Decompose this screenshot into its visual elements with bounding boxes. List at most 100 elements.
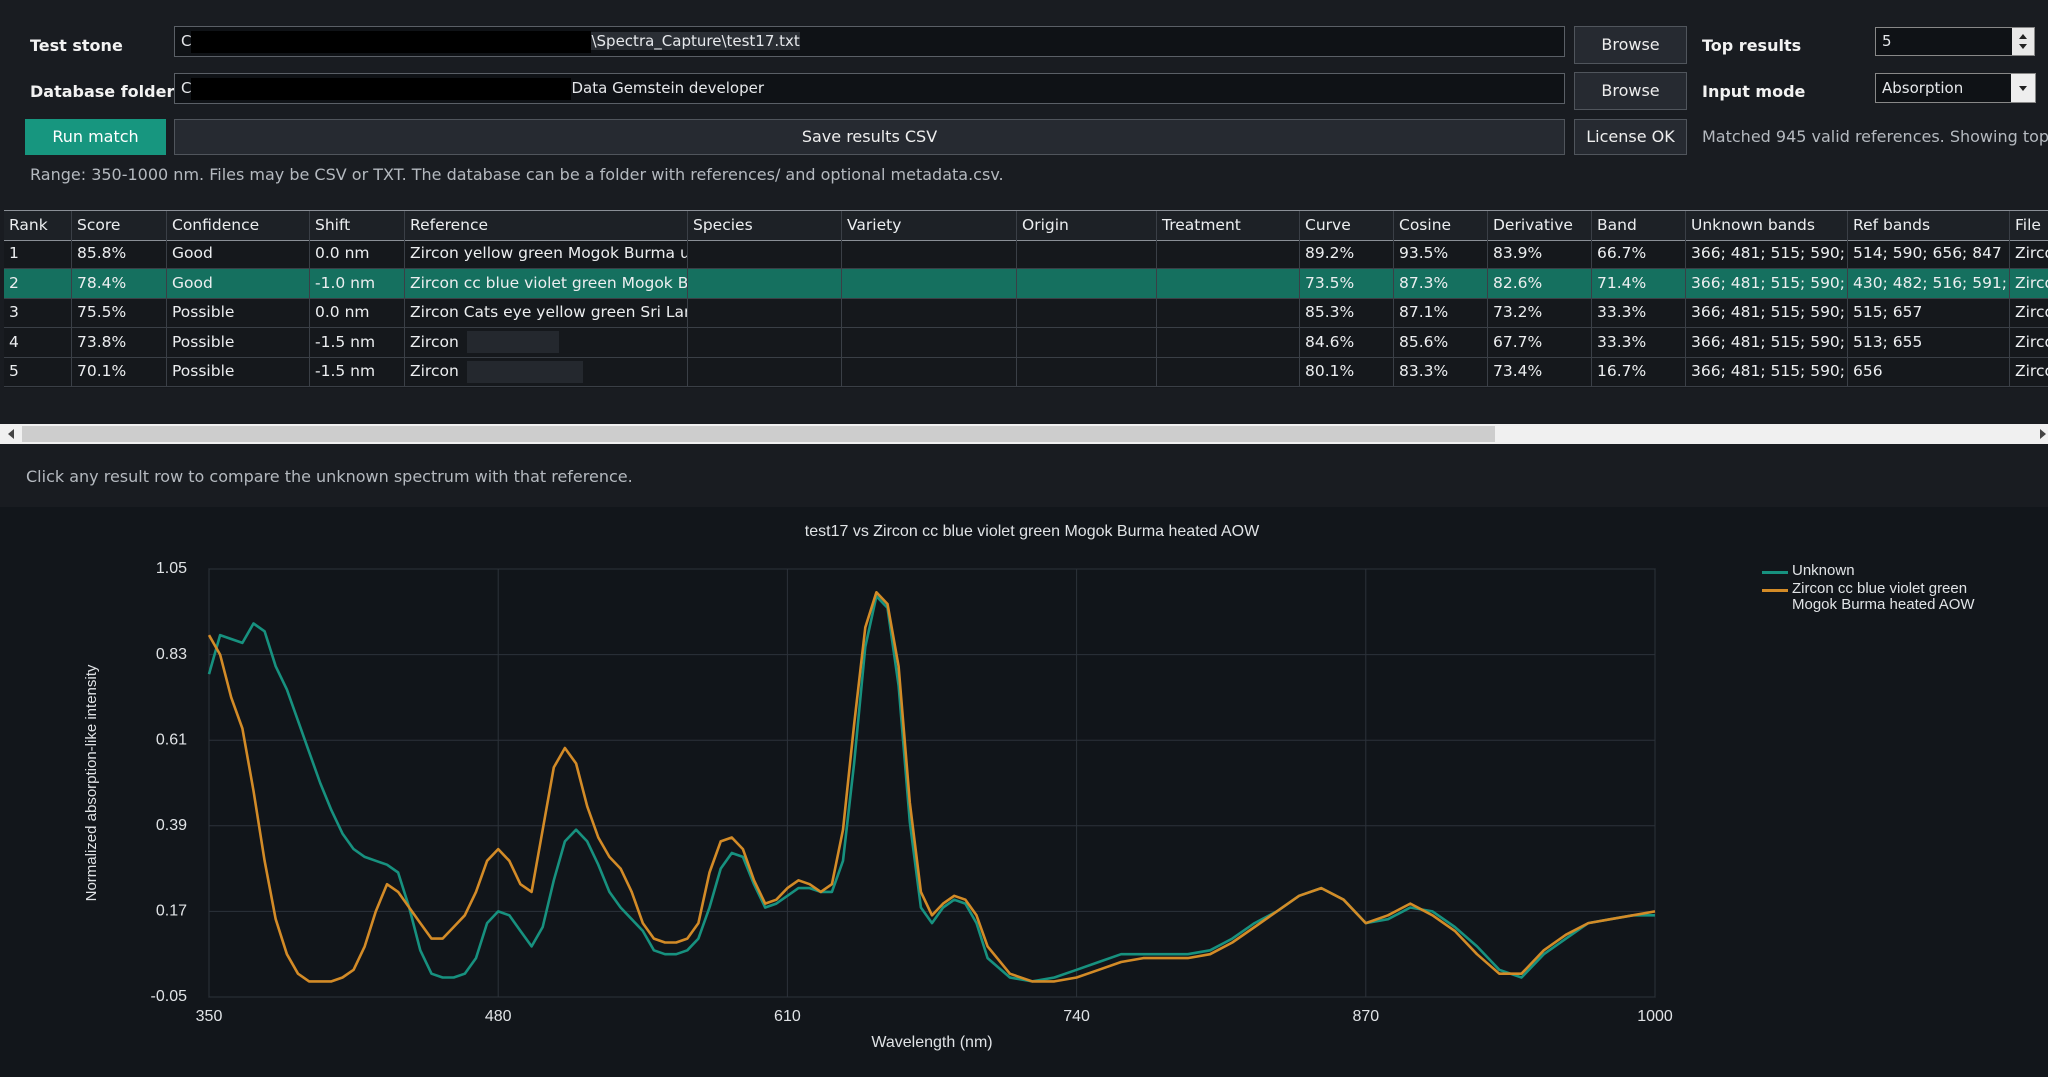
table-cell: 73.8% [72, 327, 167, 357]
table-cell: 85.6% [1394, 327, 1488, 357]
table-cell [688, 327, 842, 357]
table-cell: Zircon [405, 327, 688, 357]
table-cell: 73.2% [1488, 298, 1592, 328]
column-header: Rank [4, 211, 72, 240]
table-cell: 4 [4, 327, 72, 357]
table-cell: Zircon yellow green Mogok Burma u... [405, 239, 688, 268]
x-axis-label: Wavelength (nm) [871, 1034, 992, 1051]
table-cell: 83.9% [1488, 239, 1592, 268]
table-cell: 366; 481; 515; 590; 6... [1686, 357, 1848, 387]
table-cell: Good [167, 239, 310, 268]
spectrum-line [207, 591, 1656, 983]
table-cell [688, 268, 842, 298]
table-cell: 16.7% [1592, 357, 1686, 387]
legend-item: Zircon cc blue violet green Mogok Burma … [1760, 581, 2000, 613]
table-cell: Possible [167, 298, 310, 328]
label: Input mode [1702, 82, 1806, 101]
table-cell [1017, 298, 1157, 328]
table-cell: Zirco [2010, 298, 2048, 327]
table-cell [688, 357, 842, 387]
result-row[interactable]: 3 75.5% Possible 0.0 nm Zircon Cats eye yell… [4, 298, 2048, 329]
column-header: File [2010, 211, 2048, 240]
table-cell: -1.0 nm [310, 268, 405, 298]
x-tick-label: 870 [1352, 1008, 1379, 1025]
table-cell: Zirco [2010, 357, 2048, 386]
table-cell: 80.1% [1300, 357, 1394, 387]
x-tick-label: 740 [1063, 1008, 1090, 1025]
redaction [191, 30, 592, 53]
column-header: Cosine [1394, 211, 1488, 240]
table-cell: Good [167, 268, 310, 298]
save-csv-button[interactable]: Save results CSV [174, 119, 1565, 155]
legend-label: Zircon cc blue violet green Mogok Burma … [1792, 580, 1975, 613]
table-cell: 2 [4, 268, 72, 298]
browse-button[interactable]: Browse [1574, 72, 1687, 110]
plot-area [208, 568, 1656, 998]
table-cell: Zircon Cats eye yellow green Sri Lan... [405, 298, 688, 328]
result-row[interactable]: 5 70.1% Possible -1.5 nm Zircon 80.1% 83.3% 73.… [4, 357, 2048, 388]
legend-swatch [1762, 589, 1788, 592]
column-header: Ref bands [1848, 211, 2010, 240]
table-cell: Zirco [2010, 269, 2048, 298]
table-cell [1157, 357, 1300, 387]
h-scrollbar[interactable] [0, 424, 2048, 444]
legend-label: Unknown [1792, 562, 1855, 579]
column-header: Score [72, 211, 167, 240]
path-input[interactable]: C \Spectra_Capture\test17.txt [174, 26, 1565, 57]
label: Database folder [30, 82, 175, 101]
result-row[interactable]: 4 73.8% Possible -1.5 nm Zircon 84.6% 85.6% 67.… [4, 327, 2048, 358]
header-row: Rank Score Confidence Shift Reference Species… [4, 210, 2048, 241]
table-cell: Zirco [2010, 239, 2048, 268]
column-header: Derivative [1488, 211, 1592, 240]
table-cell: -1.5 nm [310, 357, 405, 387]
table-cell: 82.6% [1488, 268, 1592, 298]
column-header: Curve [1300, 211, 1394, 240]
table-cell: Zircon [405, 357, 688, 387]
table-cell: 89.2% [1300, 239, 1394, 268]
table-cell [1157, 268, 1300, 298]
table-cell: 0.0 nm [310, 239, 405, 268]
browse-button[interactable]: Browse [1574, 26, 1687, 64]
path-input[interactable]: C Data Gemstein developer [174, 73, 1565, 104]
path-text: C [181, 79, 192, 97]
column-header: Reference [405, 211, 688, 240]
path-text: \Spectra_Capture\test17.txt [591, 32, 800, 50]
y-tick-label: 0.17 [156, 903, 187, 920]
table-cell [1017, 357, 1157, 387]
table-cell: 366; 481; 515; 590; 6... [1686, 239, 1848, 268]
y-tick-label: 0.39 [156, 817, 187, 834]
x-tick-label: 480 [485, 1008, 512, 1025]
y-tick-label: -0.05 [151, 988, 188, 1005]
legend-item: Unknown [1760, 563, 2000, 579]
table-cell: Possible [167, 327, 310, 357]
legend-swatch [1762, 571, 1788, 574]
table-cell: 366; 481; 515; 590; 6... [1686, 298, 1848, 328]
redaction [466, 331, 559, 354]
spin-arrows[interactable] [2012, 28, 2034, 55]
table-cell: 93.5% [1394, 239, 1488, 268]
table-cell [842, 239, 1017, 268]
table-cell: 85.8% [72, 239, 167, 268]
x-tick-label: 350 [196, 1008, 223, 1025]
table-cell [1017, 268, 1157, 298]
table-cell [842, 327, 1017, 357]
table-cell: 73.4% [1488, 357, 1592, 387]
table-cell [1157, 298, 1300, 328]
table-cell: 87.3% [1394, 268, 1488, 298]
license-button[interactable]: License OK [1574, 119, 1687, 155]
table-cell: 71.4% [1592, 268, 1686, 298]
spin-value: 5 [1882, 32, 1892, 50]
spin-box[interactable]: 5 [1875, 27, 2035, 56]
column-header: Species [688, 211, 842, 240]
dropdown-arrow[interactable] [2011, 74, 2035, 102]
column-header: Shift [310, 211, 405, 240]
table-cell: 84.6% [1300, 327, 1394, 357]
table-cell [688, 239, 842, 268]
result-row[interactable]: 1 85.8% Good 0.0 nm Zircon yellow green Mogo… [4, 239, 2048, 269]
x-tick-label: 1000 [1637, 1008, 1673, 1025]
result-row[interactable]: 2 78.4% Good -1.0 nm Zircon cc blue violet g… [4, 268, 2048, 299]
table-cell: 66.7% [1592, 239, 1686, 268]
table-cell [1017, 327, 1157, 357]
mode-dropdown[interactable]: Absorption [1875, 73, 2036, 103]
run-match-button[interactable]: Run match [25, 119, 166, 155]
